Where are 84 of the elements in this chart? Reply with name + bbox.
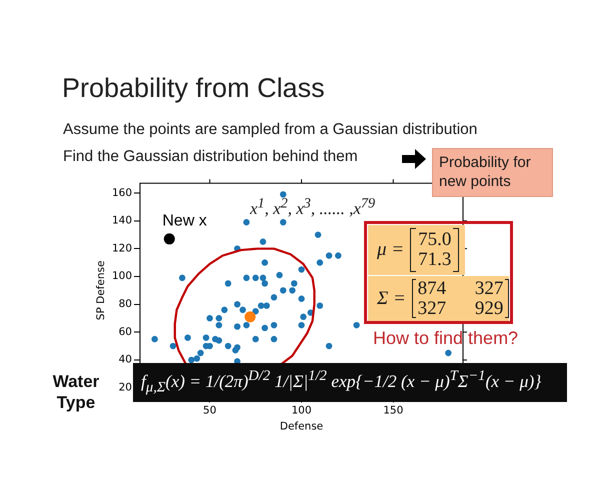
point <box>252 308 259 314</box>
point <box>216 337 222 344</box>
point <box>262 280 268 287</box>
point <box>232 347 239 354</box>
point <box>314 232 322 238</box>
annotation: 75.0 <box>418 229 452 250</box>
annotation: 71.3 <box>418 249 452 270</box>
point <box>289 287 296 294</box>
y-tick-label: 100 <box>112 270 132 282</box>
y-tick-label: 80 <box>118 298 132 310</box>
text: f$_{μ,Σ}$(x) = 1/(2π)$^{D/2}$ 1/|Σ|$^{1/2}$ exp{−1/2 (x − μ)$^{T}$Σ$^{−1}$(x − μ)} <box>141 368 542 396</box>
y-tick-label: 60 <box>118 326 132 338</box>
point <box>188 356 195 364</box>
point <box>221 306 228 314</box>
y-tick-label: 20 <box>118 382 132 394</box>
text: Water Type <box>52 372 100 412</box>
point <box>276 272 283 278</box>
point <box>260 274 266 282</box>
point <box>252 336 259 342</box>
point <box>206 342 213 350</box>
point <box>262 259 268 266</box>
point <box>258 302 264 309</box>
point <box>298 296 305 302</box>
y-tick-label: 40 <box>118 354 132 366</box>
point <box>179 274 186 282</box>
point <box>326 342 332 350</box>
x-tick-label: 150 <box>383 404 404 417</box>
point <box>260 238 266 245</box>
point <box>262 324 268 332</box>
point <box>197 350 204 356</box>
point <box>244 311 256 322</box>
point <box>298 322 305 328</box>
annotation: x$^{1}$, x$^{2}$, x$^{3}$, ...... ,x$^{79}$ <box>250 195 376 218</box>
point <box>270 336 278 342</box>
point <box>216 322 222 328</box>
point <box>164 233 175 244</box>
x-axis-title: Defense <box>280 420 324 432</box>
point <box>194 355 200 362</box>
y-axis-title: SP Defense <box>95 260 108 320</box>
point <box>252 274 259 282</box>
chart-subtitle: Assume the points are sampled from a Gaussian distribution <box>63 121 478 139</box>
point <box>234 301 240 308</box>
point <box>243 219 250 226</box>
y-tick-label: 140 <box>112 214 132 227</box>
annotation: Probability for new points <box>439 154 531 190</box>
point <box>216 315 222 322</box>
point <box>151 336 158 342</box>
point <box>300 314 307 320</box>
point <box>290 280 298 287</box>
point <box>298 266 305 273</box>
annotation: μ = <box>377 239 404 261</box>
annotation: 327 929 <box>418 298 504 318</box>
y-tick-label: 160 <box>112 186 132 199</box>
point <box>243 274 250 282</box>
point <box>184 334 191 341</box>
point <box>335 252 342 259</box>
point <box>280 287 286 294</box>
chart-title: Probability from Class <box>62 73 325 104</box>
x-tick-label: 100 <box>291 404 312 417</box>
point <box>280 219 286 226</box>
point <box>326 252 332 259</box>
point <box>243 322 250 328</box>
point <box>316 259 324 266</box>
point <box>316 302 324 309</box>
point <box>270 294 278 301</box>
y-tick-label: 120 <box>112 242 132 254</box>
point <box>263 302 270 309</box>
point <box>445 350 452 356</box>
series-label: New x <box>162 212 207 230</box>
text: Find the Gaussian distribution behind them <box>63 148 358 165</box>
x-tick-label: 50 <box>203 404 216 417</box>
point <box>202 334 210 341</box>
point <box>270 322 278 328</box>
annotation: 874 327 <box>418 278 504 298</box>
point <box>240 306 246 314</box>
annotation: Σ = <box>377 288 406 310</box>
annotation: How to find them? <box>373 328 518 348</box>
point <box>224 342 232 350</box>
point <box>353 322 360 328</box>
point <box>206 315 213 322</box>
point <box>280 191 286 198</box>
point <box>224 280 232 287</box>
point <box>170 342 176 350</box>
point <box>234 323 240 330</box>
